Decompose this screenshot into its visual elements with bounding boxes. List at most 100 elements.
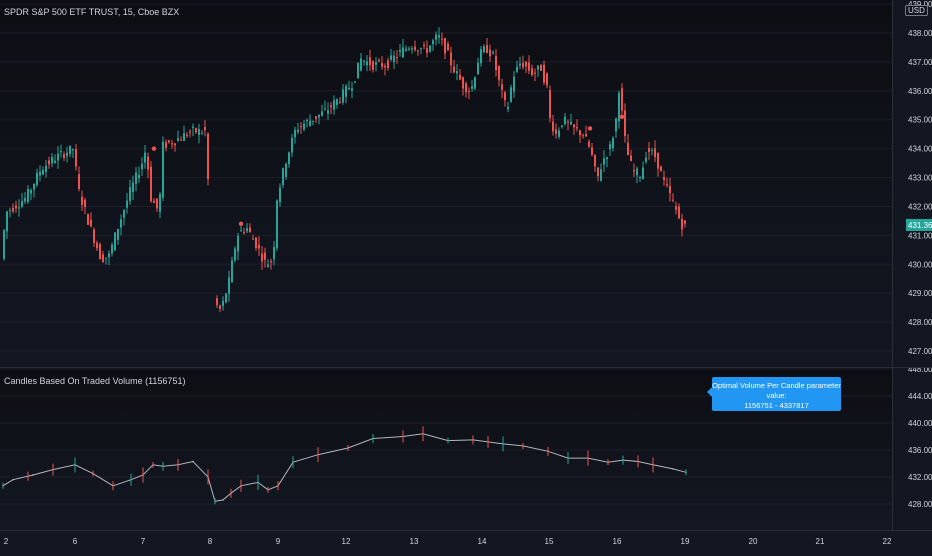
candle-body bbox=[6, 211, 8, 232]
candle-body bbox=[303, 123, 305, 130]
candle-body bbox=[204, 127, 206, 131]
candle-body bbox=[435, 34, 437, 40]
candle-up bbox=[282, 167, 284, 189]
candle-up bbox=[123, 209, 125, 226]
price-chart-canvas[interactable] bbox=[0, 0, 892, 367]
candle-body bbox=[3, 230, 5, 259]
candle-up bbox=[324, 100, 326, 111]
candle-up bbox=[420, 47, 422, 55]
candle-body bbox=[141, 163, 143, 170]
candle-body bbox=[198, 129, 200, 135]
candle-up bbox=[639, 175, 641, 182]
candle-body bbox=[492, 51, 494, 54]
candle-body bbox=[450, 52, 452, 65]
candle-up bbox=[609, 140, 611, 157]
price-tick-label: 429.00 bbox=[908, 289, 932, 298]
candle-body bbox=[363, 60, 365, 62]
candle-body bbox=[192, 126, 194, 128]
time-tick-label: 12 bbox=[342, 537, 351, 546]
signal-marker bbox=[238, 221, 244, 226]
candle-down bbox=[633, 163, 635, 177]
candle-body bbox=[480, 49, 482, 64]
indicator-axis[interactable]: 448.00 444.00 440.00 436.00 432.00 428.00 bbox=[892, 365, 932, 530]
candle-body bbox=[564, 116, 566, 125]
candle-body bbox=[684, 220, 686, 224]
candle-up bbox=[279, 183, 281, 207]
candle-up bbox=[288, 151, 290, 168]
candle-down bbox=[540, 63, 542, 72]
candle-body bbox=[195, 128, 197, 133]
candle-up bbox=[51, 153, 53, 168]
pane-divider[interactable] bbox=[0, 367, 932, 368]
candle-body bbox=[54, 160, 56, 163]
time-axis[interactable]: 2 6 7 8 9 12 13 14 15 16 19 20 21 22 bbox=[0, 530, 932, 551]
candle-body bbox=[21, 201, 23, 207]
candle-up bbox=[240, 225, 242, 232]
candle-up bbox=[66, 146, 68, 163]
candle-down bbox=[189, 129, 191, 138]
candle-body bbox=[216, 298, 218, 306]
candle-body bbox=[489, 49, 491, 57]
candle-body bbox=[336, 99, 338, 105]
candle-up bbox=[471, 79, 473, 92]
candle-body bbox=[570, 121, 572, 125]
main-price-pane[interactable]: SPDR S&P 500 ETF TRUST, 15, Cboe BZX bbox=[0, 0, 892, 367]
candle-body bbox=[417, 50, 419, 52]
candle-body bbox=[276, 200, 278, 249]
candle-body bbox=[231, 260, 233, 283]
candle-body bbox=[402, 47, 404, 58]
candle-body bbox=[357, 62, 359, 79]
candle-body bbox=[438, 35, 440, 38]
candle-down bbox=[663, 170, 665, 186]
candle-up bbox=[408, 46, 410, 52]
candle-body bbox=[225, 293, 227, 303]
candle-body bbox=[291, 137, 293, 153]
candle-up bbox=[54, 154, 56, 164]
candle-body bbox=[12, 207, 14, 212]
candle-body bbox=[135, 172, 137, 185]
candle-up bbox=[6, 210, 8, 239]
candle-up bbox=[600, 163, 602, 182]
time-tick-label: 21 bbox=[816, 537, 825, 546]
candle-up bbox=[276, 199, 278, 252]
candle-down bbox=[585, 125, 587, 137]
candle-down bbox=[666, 177, 668, 188]
candle-body bbox=[600, 169, 602, 181]
candle-body bbox=[408, 48, 410, 50]
candle-body bbox=[444, 38, 446, 54]
candle-body bbox=[96, 242, 98, 249]
candle-up bbox=[492, 50, 494, 55]
indicator-chart-canvas[interactable] bbox=[0, 368, 892, 530]
candle-down bbox=[147, 152, 149, 179]
candle-body bbox=[309, 120, 311, 127]
candle-body bbox=[75, 149, 77, 167]
candle-body bbox=[591, 147, 593, 155]
candle-down bbox=[219, 304, 221, 313]
candle-body bbox=[312, 120, 314, 122]
candle-body bbox=[396, 57, 398, 59]
volume-candle-point bbox=[32, 474, 34, 476]
candle-body bbox=[465, 83, 467, 93]
candle-down bbox=[672, 193, 674, 203]
candle-body bbox=[627, 142, 629, 156]
candle-up bbox=[318, 114, 320, 125]
candle-body bbox=[30, 189, 32, 194]
candle-down bbox=[15, 200, 17, 213]
candle-up bbox=[144, 145, 146, 169]
currency-badge[interactable]: USD bbox=[905, 5, 928, 16]
price-axis[interactable]: 439.00 438.00 437.00 436.00 435.00 434.00 433.… bbox=[892, 0, 932, 367]
candle-up bbox=[432, 38, 434, 51]
candle-down bbox=[300, 122, 302, 134]
candle-down bbox=[165, 139, 167, 152]
price-tick-label: 438.00 bbox=[908, 29, 932, 38]
candle-body bbox=[678, 206, 680, 219]
volume-candle-point bbox=[12, 478, 14, 481]
candle-body bbox=[228, 277, 230, 294]
candle-body bbox=[114, 232, 116, 251]
candle-down bbox=[594, 154, 596, 172]
candle-up bbox=[27, 185, 29, 204]
candle-down bbox=[498, 65, 500, 87]
candle-up bbox=[564, 112, 566, 126]
candle-body bbox=[561, 125, 563, 127]
candle-body bbox=[219, 305, 221, 309]
